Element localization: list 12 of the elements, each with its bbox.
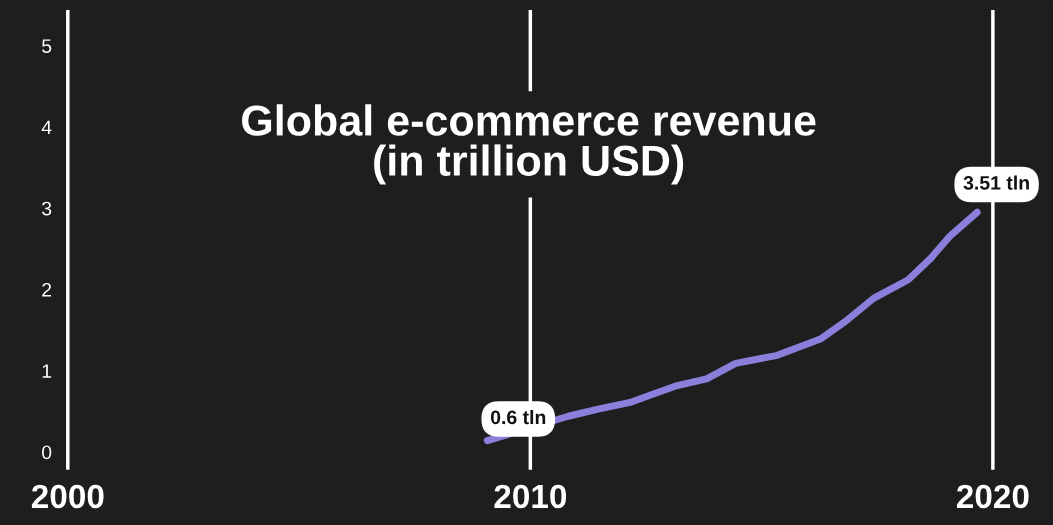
y-tick-label: 1 [42, 364, 52, 378]
y-tick-label: 0 [42, 445, 52, 460]
x-tick-label: 2020 [956, 484, 1029, 509]
annotation: 3.51 tln [963, 175, 1029, 190]
x-tick-label: 2010 [494, 484, 567, 509]
y-tick-label: 4 [41, 120, 52, 135]
y-tick-label: 2 [42, 282, 52, 297]
y-tick-label: 3 [42, 201, 52, 216]
y-tick-label: 5 [42, 39, 52, 53]
text: Global e-commerce revenue (in trillion USD) [242, 104, 816, 185]
annotation: 0.6 tln [490, 409, 546, 425]
x-tick-label: 2000 [31, 484, 104, 509]
